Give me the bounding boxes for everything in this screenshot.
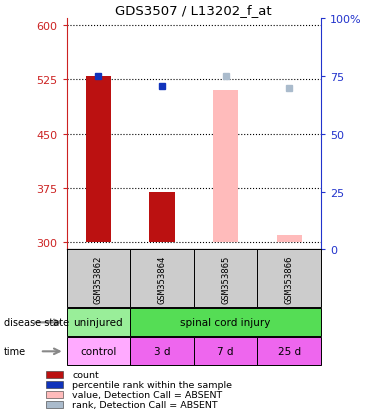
- Bar: [66, 337, 130, 366]
- Text: GSM353866: GSM353866: [285, 255, 294, 303]
- Bar: [66, 250, 130, 308]
- Text: 25 d: 25 d: [278, 347, 301, 356]
- Bar: [130, 250, 194, 308]
- Bar: [194, 337, 258, 366]
- Bar: [257, 337, 321, 366]
- Text: uninjured: uninjured: [73, 318, 123, 328]
- Text: spinal cord injury: spinal cord injury: [180, 318, 271, 328]
- Bar: [213, 91, 238, 243]
- Bar: [194, 250, 258, 308]
- Bar: [130, 337, 194, 366]
- Text: disease state: disease state: [4, 318, 69, 328]
- Bar: [257, 250, 321, 308]
- Bar: [86, 76, 111, 243]
- Text: GSM353864: GSM353864: [157, 255, 166, 303]
- Bar: [149, 192, 175, 243]
- Text: value, Detection Call = ABSENT: value, Detection Call = ABSENT: [72, 390, 222, 399]
- Text: rank, Detection Call = ABSENT: rank, Detection Call = ABSENT: [72, 400, 218, 409]
- Bar: [130, 309, 321, 337]
- Text: 7 d: 7 d: [217, 347, 234, 356]
- Bar: [66, 309, 130, 337]
- Text: 3 d: 3 d: [154, 347, 170, 356]
- Text: percentile rank within the sample: percentile rank within the sample: [72, 380, 232, 389]
- Text: GSM353865: GSM353865: [221, 255, 230, 303]
- Text: GSM353862: GSM353862: [94, 255, 103, 303]
- Text: time: time: [4, 347, 26, 356]
- Title: GDS3507 / L13202_f_at: GDS3507 / L13202_f_at: [116, 5, 272, 17]
- Text: control: control: [80, 347, 117, 356]
- Bar: [277, 235, 302, 243]
- Text: count: count: [72, 370, 99, 379]
